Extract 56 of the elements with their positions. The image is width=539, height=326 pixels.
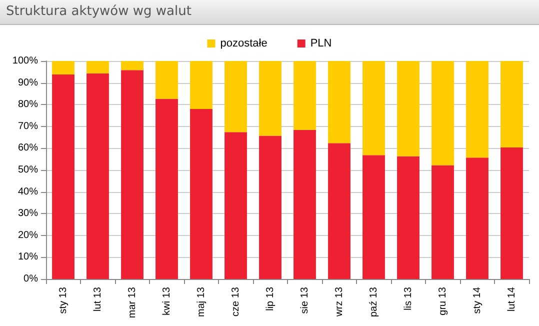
bar bbox=[432, 165, 454, 279]
y-tick-label: 90% bbox=[18, 77, 38, 88]
x-tick-label: sty 14 bbox=[472, 286, 483, 314]
bar bbox=[259, 61, 282, 136]
bar bbox=[224, 132, 247, 279]
x-tick-label: gru 13 bbox=[437, 286, 448, 316]
x-tick-label: lut 14 bbox=[506, 286, 518, 312]
bar bbox=[259, 136, 282, 279]
bar bbox=[432, 61, 454, 166]
x-tick-label: kwi 13 bbox=[161, 286, 172, 316]
bar bbox=[224, 61, 247, 132]
bar bbox=[156, 61, 178, 99]
bar bbox=[328, 61, 350, 144]
bar bbox=[362, 61, 385, 156]
bar bbox=[294, 61, 316, 130]
y-tick-label: 40% bbox=[18, 186, 38, 198]
x-tick-label: paź 13 bbox=[368, 286, 380, 318]
bar bbox=[190, 108, 212, 279]
x-tick-label: lip 13 bbox=[264, 286, 276, 311]
legend-label: PLN bbox=[310, 38, 332, 50]
bar bbox=[121, 70, 144, 279]
y-tick-label: 30% bbox=[18, 208, 38, 220]
y-tick-label: 20% bbox=[18, 230, 38, 241]
bar bbox=[397, 61, 420, 156]
bar bbox=[362, 155, 385, 279]
x-tick-label: lut 13 bbox=[92, 286, 104, 312]
y-tick-label: 80% bbox=[18, 99, 38, 110]
y-tick-label: 100% bbox=[12, 56, 38, 66]
x-tick-label: lis 13 bbox=[402, 286, 414, 310]
y-tick-label: 0% bbox=[24, 274, 38, 284]
bar bbox=[466, 61, 488, 158]
y-tick-label: 50% bbox=[18, 164, 38, 176]
x-tick-label: sie 13 bbox=[299, 286, 310, 314]
y-tick-label: 70% bbox=[18, 120, 38, 132]
bar bbox=[52, 74, 74, 279]
bar bbox=[86, 61, 109, 74]
bar bbox=[500, 61, 523, 148]
chart-title: Struktura aktywów wg walut bbox=[0, 0, 539, 25]
bar bbox=[121, 61, 144, 70]
bar bbox=[86, 73, 109, 279]
x-tick-label: mar 13 bbox=[126, 286, 138, 318]
bar bbox=[466, 158, 488, 279]
bar bbox=[190, 61, 212, 109]
y-tick-label: 60% bbox=[18, 142, 38, 154]
x-tick-label: cze 13 bbox=[230, 286, 242, 316]
bar bbox=[500, 148, 523, 279]
bar bbox=[328, 143, 350, 279]
bar bbox=[156, 98, 178, 279]
x-tick-label: sty 13 bbox=[58, 286, 69, 314]
x-tick-label: wrz 13 bbox=[334, 286, 345, 318]
x-tick-label: maj 13 bbox=[196, 286, 207, 318]
legend-label: pozostałe bbox=[220, 38, 268, 50]
bar bbox=[52, 61, 74, 75]
bar bbox=[294, 130, 316, 279]
y-tick-label: 10% bbox=[18, 252, 38, 263]
bar bbox=[397, 156, 420, 279]
